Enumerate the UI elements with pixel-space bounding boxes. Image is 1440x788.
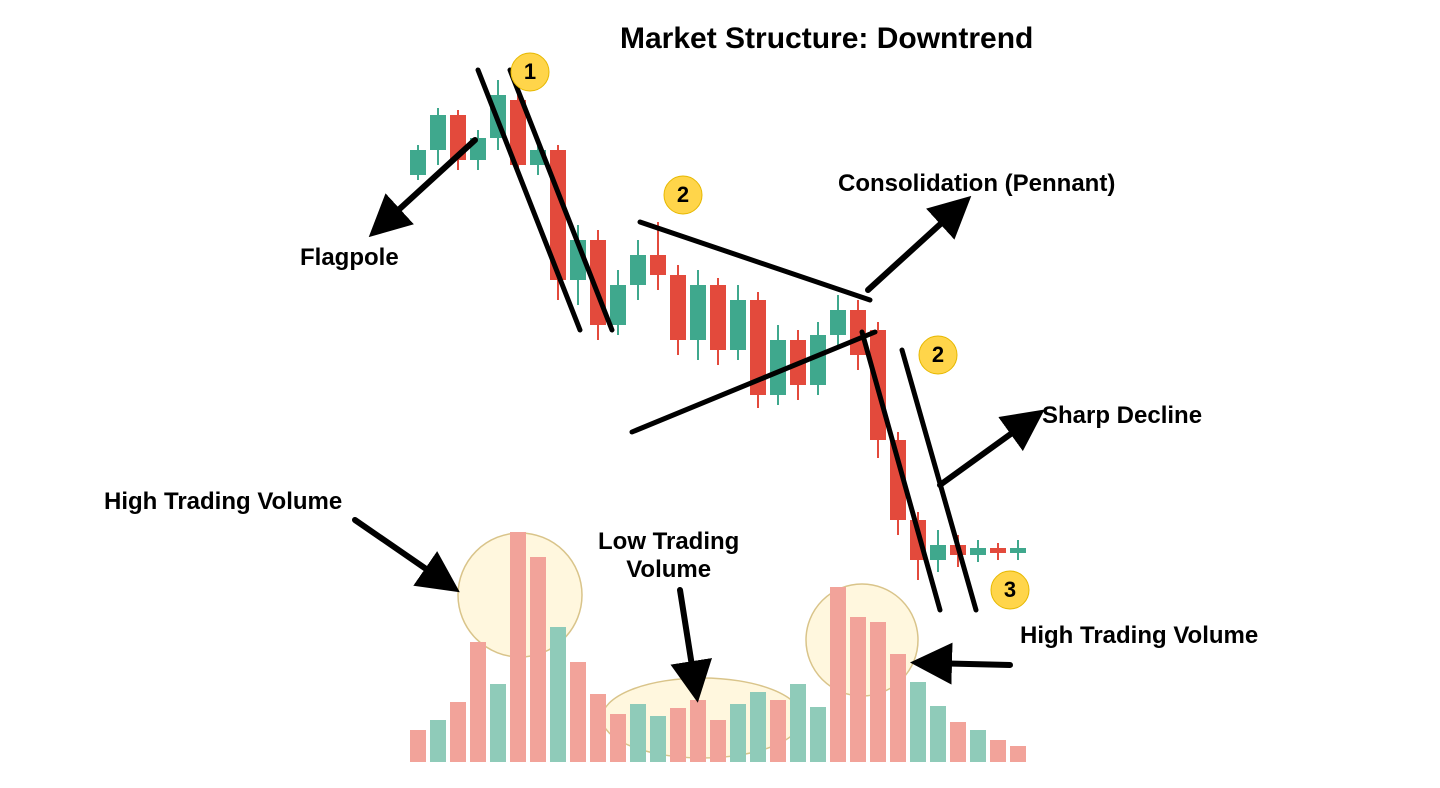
annotation-hv2: High Trading Volume — [1020, 622, 1258, 650]
candle-body — [1010, 548, 1026, 553]
decline-left — [862, 332, 940, 610]
candle-body — [990, 548, 1006, 553]
volume-bar — [690, 700, 706, 762]
volume-bar — [950, 722, 966, 762]
volume-bar — [570, 662, 586, 762]
volume-bar — [990, 740, 1006, 762]
flagpole-arrow — [382, 140, 475, 225]
annotation-flagpole: Flagpole — [300, 244, 399, 272]
volume-bar — [550, 627, 566, 762]
volume-bar — [430, 720, 446, 762]
number-badge-label: 1 — [524, 59, 536, 84]
volume-bar — [710, 720, 726, 762]
annotation-arrows — [355, 140, 1030, 685]
volume-bar — [670, 708, 686, 762]
candle-body — [670, 275, 686, 340]
high-vol-1-arrow — [355, 520, 445, 582]
diagram-stage: Market Structure: Downtrend 1223 Flagpol… — [0, 0, 1440, 788]
volume-bar — [870, 622, 886, 762]
annotation-lv: Low Trading Volume — [598, 528, 739, 584]
volume-bar — [830, 587, 846, 762]
volume-bar — [650, 716, 666, 762]
candle-body — [650, 255, 666, 275]
volume-bar — [810, 707, 826, 762]
volume-bar — [1010, 746, 1026, 762]
volume-bar — [450, 702, 466, 762]
candle-body — [930, 545, 946, 560]
volume-bar — [970, 730, 986, 762]
flagpole-right — [510, 70, 612, 330]
volume-bar — [530, 557, 546, 762]
volume-bar — [890, 654, 906, 762]
volume-bar — [490, 684, 506, 762]
candle-body — [710, 285, 726, 350]
candle-body — [630, 255, 646, 285]
volume-bar — [790, 684, 806, 762]
candlesticks — [410, 80, 1026, 580]
chart-svg: 1 2 2 3 — [0, 0, 1440, 788]
volume-bar — [910, 682, 926, 762]
volume-bar — [850, 617, 866, 762]
annotation-hv1: High Trading Volume — [104, 488, 342, 516]
volume-bar — [930, 706, 946, 762]
high-vol-2-arrow — [928, 663, 1010, 665]
volume-bar — [730, 704, 746, 762]
volume-bar — [770, 700, 786, 762]
volume-bar — [510, 532, 526, 762]
consolidation-arrow — [868, 208, 958, 290]
candle-body — [690, 285, 706, 340]
sharp-decline-arrow — [940, 420, 1030, 485]
volume-bar — [750, 692, 766, 762]
candle-body — [410, 150, 426, 175]
volume-bar — [410, 730, 426, 762]
candle-body — [830, 310, 846, 335]
volume-bar — [630, 704, 646, 762]
volume-bar — [590, 694, 606, 762]
number-badge-label: 2 — [677, 182, 689, 207]
volume-bar — [610, 714, 626, 762]
annotation-sharp: Sharp Decline — [1042, 402, 1202, 430]
volume-bar — [470, 642, 486, 762]
candle-body — [610, 285, 626, 325]
low-vol-arrow — [680, 590, 695, 685]
annotation-consolidation: Consolidation (Pennant) — [838, 170, 1115, 198]
candle-body — [730, 300, 746, 350]
candle-body — [970, 548, 986, 555]
candle-body — [430, 115, 446, 150]
number-badge-label: 2 — [932, 342, 944, 367]
number-badge-label: 3 — [1004, 577, 1016, 602]
